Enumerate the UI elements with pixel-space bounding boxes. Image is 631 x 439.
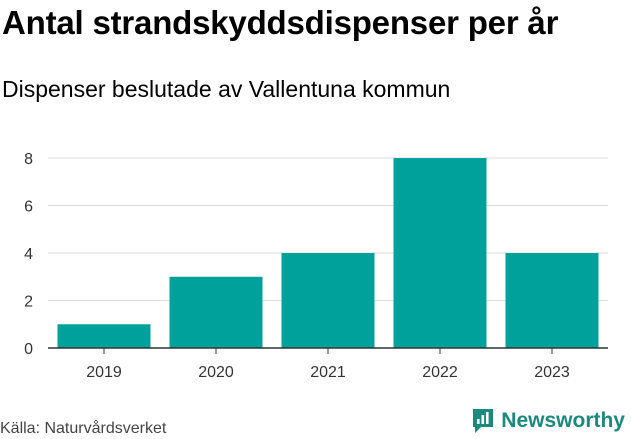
bar — [169, 276, 263, 348]
source-note: Källa: Naturvårdsverket — [0, 420, 167, 437]
bar — [393, 158, 487, 348]
bar — [57, 324, 151, 348]
x-tick-label: 2021 — [310, 364, 346, 381]
y-tick-label: 0 — [24, 341, 33, 358]
x-tick-label: 2023 — [534, 364, 570, 381]
chart-title: Antal strandskyddsdispenser per år — [2, 4, 559, 41]
y-tick-label: 4 — [24, 246, 33, 263]
y-tick-label: 6 — [24, 199, 33, 216]
newsworthy-logo: Newsworthy — [471, 407, 625, 435]
brand-name: Newsworthy — [501, 409, 625, 432]
x-tick-label: 2022 — [422, 364, 458, 381]
newsworthy-icon — [473, 409, 494, 433]
bar — [281, 253, 375, 348]
chart-subtitle: Dispenser beslutade av Vallentuna kommun — [2, 76, 451, 102]
x-tick-label: 2020 — [198, 364, 234, 381]
y-tick-label: 8 — [24, 151, 33, 168]
x-tick-label: 2019 — [86, 364, 122, 381]
y-tick-label: 2 — [24, 294, 33, 311]
bar — [505, 253, 599, 348]
